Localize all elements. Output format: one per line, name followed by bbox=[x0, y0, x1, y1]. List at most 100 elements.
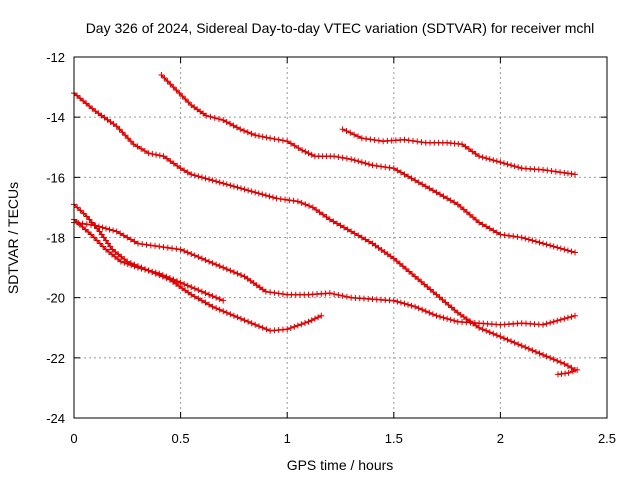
data-point bbox=[426, 185, 433, 192]
data-point bbox=[515, 164, 522, 171]
data-point bbox=[164, 244, 171, 251]
data-point bbox=[298, 321, 305, 328]
data-point bbox=[185, 99, 192, 106]
data-point bbox=[394, 298, 401, 305]
data-point bbox=[152, 242, 159, 249]
data-point bbox=[89, 105, 96, 112]
data-point bbox=[230, 122, 237, 129]
data-point bbox=[256, 284, 263, 291]
data-point bbox=[454, 309, 461, 316]
data-point bbox=[536, 350, 543, 357]
data-point bbox=[83, 213, 90, 220]
data-point bbox=[511, 339, 518, 346]
data-point bbox=[94, 237, 101, 244]
data-point bbox=[191, 293, 198, 300]
data-point bbox=[255, 323, 262, 330]
data-point bbox=[271, 135, 278, 142]
data-point bbox=[493, 229, 500, 236]
data-point bbox=[522, 235, 529, 242]
data-point bbox=[195, 295, 202, 302]
data-point bbox=[181, 248, 188, 255]
data-point bbox=[198, 174, 205, 181]
data-point bbox=[540, 240, 547, 247]
series-track-4 bbox=[71, 219, 579, 328]
y-tick-label: -18 bbox=[46, 231, 65, 246]
data-point bbox=[433, 189, 440, 196]
data-point bbox=[544, 167, 551, 174]
data-point bbox=[74, 204, 81, 211]
data-point bbox=[209, 293, 216, 300]
data-point bbox=[167, 81, 174, 88]
data-point bbox=[409, 271, 416, 278]
data-point bbox=[457, 311, 464, 318]
data-point bbox=[291, 323, 298, 330]
data-point bbox=[145, 150, 152, 157]
data-point bbox=[98, 231, 105, 238]
data-point bbox=[362, 160, 369, 167]
data-point bbox=[378, 246, 385, 253]
data-point bbox=[401, 171, 408, 178]
data-point bbox=[529, 347, 536, 354]
data-point bbox=[409, 137, 416, 144]
data-point bbox=[230, 183, 237, 190]
data-point bbox=[508, 338, 515, 345]
data-point bbox=[479, 154, 486, 161]
data-point bbox=[343, 155, 350, 162]
data-point bbox=[550, 243, 557, 250]
data-point bbox=[76, 221, 83, 228]
data-point bbox=[248, 188, 255, 195]
data-point bbox=[358, 135, 365, 142]
data-point bbox=[74, 92, 81, 99]
data-point bbox=[490, 227, 497, 234]
data-point bbox=[390, 255, 397, 262]
data-point bbox=[101, 114, 108, 121]
data-point bbox=[500, 160, 507, 167]
data-point bbox=[147, 242, 154, 249]
data-point bbox=[504, 336, 511, 343]
data-point bbox=[145, 267, 152, 274]
data-point bbox=[170, 84, 177, 91]
data-point bbox=[117, 230, 124, 237]
data-point bbox=[433, 291, 440, 298]
data-point bbox=[396, 260, 403, 267]
data-point bbox=[138, 265, 145, 272]
data-point bbox=[493, 158, 500, 165]
data-point bbox=[522, 344, 529, 351]
data-point bbox=[518, 342, 525, 349]
data-point bbox=[554, 357, 561, 364]
x-tick-label: 1.5 bbox=[385, 431, 403, 446]
data-point bbox=[195, 173, 202, 180]
data-point bbox=[207, 113, 214, 120]
data-point bbox=[465, 146, 472, 153]
data-point bbox=[351, 131, 358, 138]
data-point bbox=[337, 222, 344, 229]
data-point bbox=[460, 314, 467, 321]
data-point bbox=[294, 322, 301, 329]
data-point bbox=[305, 150, 312, 157]
data-point bbox=[223, 309, 230, 316]
data-point bbox=[462, 143, 469, 150]
data-point bbox=[564, 170, 571, 177]
data-point bbox=[141, 148, 148, 155]
data-point bbox=[247, 277, 254, 284]
data-point bbox=[173, 280, 180, 287]
data-point bbox=[557, 169, 564, 176]
data-point bbox=[113, 123, 120, 130]
data-point bbox=[548, 168, 555, 175]
data-point bbox=[386, 164, 393, 171]
x-tick-label: 0.5 bbox=[172, 431, 190, 446]
series-line bbox=[73, 218, 224, 302]
data-point bbox=[473, 216, 480, 223]
data-point bbox=[418, 278, 425, 285]
data-point bbox=[203, 112, 210, 119]
data-point bbox=[358, 234, 365, 241]
data-point bbox=[397, 299, 404, 306]
data-point bbox=[202, 175, 209, 182]
data-point bbox=[290, 197, 297, 204]
data-point bbox=[188, 284, 195, 291]
data-point bbox=[344, 226, 351, 233]
data-point bbox=[152, 269, 159, 276]
data-point bbox=[191, 172, 198, 179]
data-point bbox=[105, 240, 112, 247]
data-point bbox=[120, 232, 127, 239]
